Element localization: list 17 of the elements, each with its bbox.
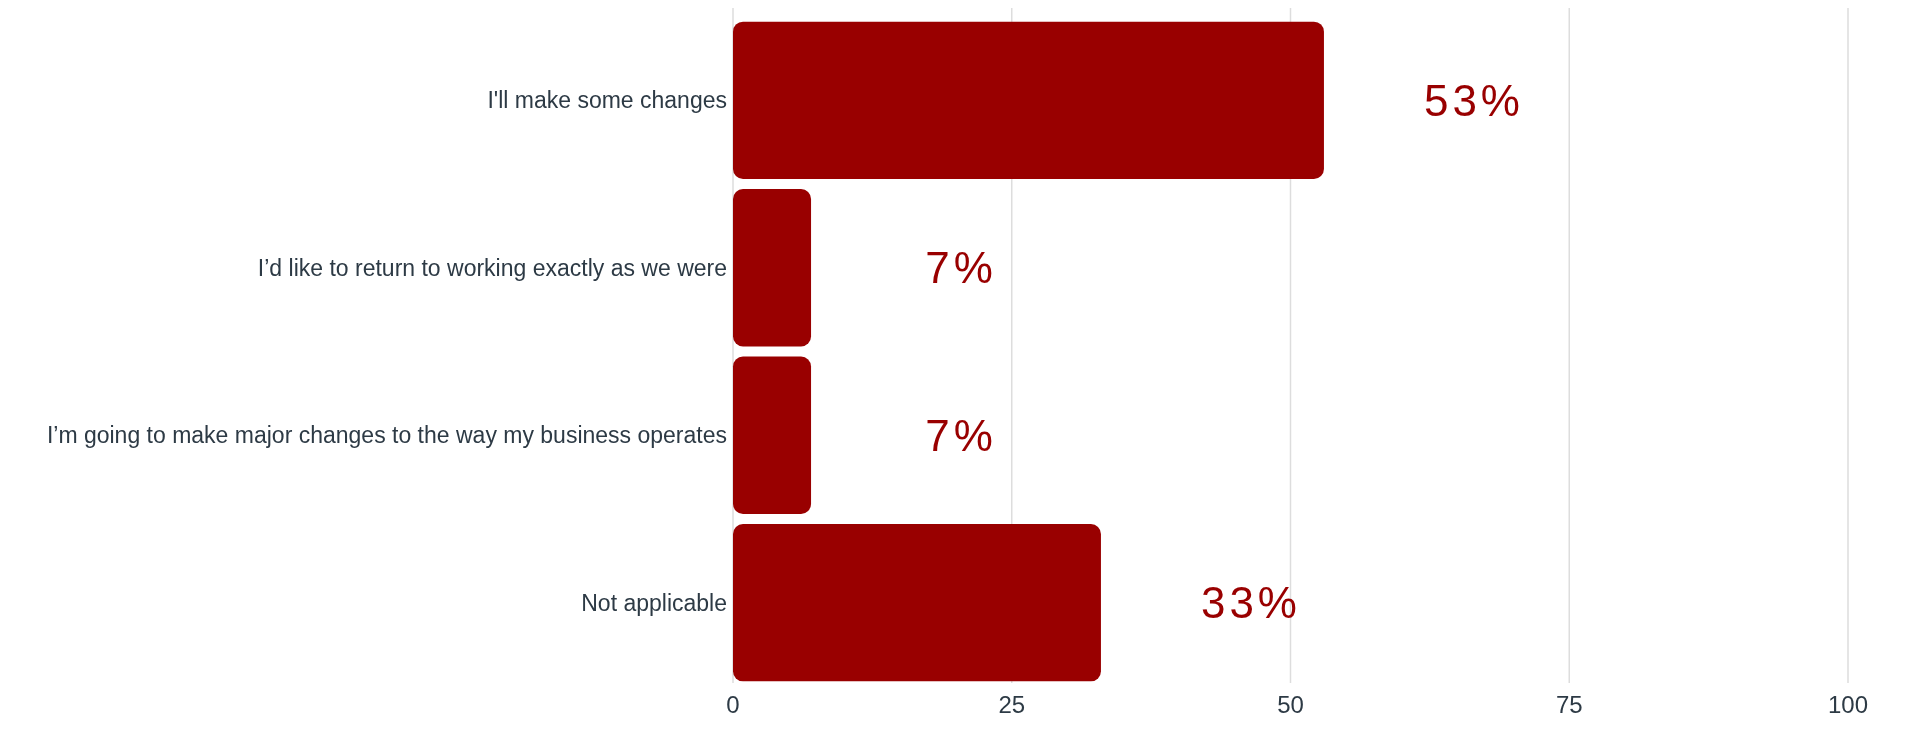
data-label: 7%	[925, 243, 997, 293]
y-tick-label: I’m going to make major changes to the way my business operates	[46, 422, 727, 449]
y-tick-label: Not applicable	[581, 589, 727, 616]
x-tick-label: 50	[1277, 691, 1304, 718]
bar	[733, 21, 1324, 180]
x-tick-label: 100	[1827, 691, 1869, 718]
y-tick-label: I'll make some changes	[487, 87, 727, 114]
x-tick-label: 0	[726, 691, 740, 718]
data-label: 33%	[1200, 578, 1301, 628]
y-tick-label: I’d like to return to working exactly as we were	[257, 254, 727, 281]
data-label: 53%	[1423, 75, 1524, 125]
x-tick-label: 25	[998, 691, 1026, 718]
bar	[733, 189, 812, 347]
data-label: 7%	[925, 410, 997, 460]
bar	[733, 523, 1101, 682]
x-tick-label: 75	[1555, 691, 1583, 718]
bar	[733, 356, 812, 514]
